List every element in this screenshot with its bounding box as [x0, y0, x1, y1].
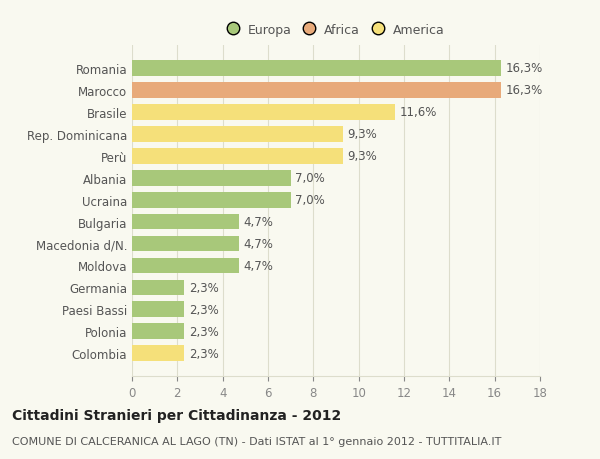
- Bar: [132, 324, 184, 340]
- Bar: [132, 61, 502, 77]
- Text: 16,3%: 16,3%: [506, 84, 543, 97]
- Bar: [132, 346, 184, 361]
- Bar: [132, 302, 184, 318]
- Legend: Europa, Africa, America: Europa, Africa, America: [223, 19, 449, 42]
- Bar: [132, 236, 239, 252]
- Text: 9,3%: 9,3%: [347, 150, 377, 163]
- Bar: [132, 105, 395, 120]
- Bar: [132, 170, 290, 186]
- Text: 11,6%: 11,6%: [400, 106, 437, 119]
- Text: 2,3%: 2,3%: [188, 303, 218, 316]
- Text: 9,3%: 9,3%: [347, 128, 377, 141]
- Bar: [132, 149, 343, 164]
- Text: 2,3%: 2,3%: [188, 281, 218, 294]
- Text: 2,3%: 2,3%: [188, 325, 218, 338]
- Text: 7,0%: 7,0%: [295, 172, 325, 185]
- Bar: [132, 83, 502, 99]
- Text: 4,7%: 4,7%: [243, 259, 273, 272]
- Bar: [132, 192, 290, 208]
- Text: 7,0%: 7,0%: [295, 194, 325, 207]
- Text: 16,3%: 16,3%: [506, 62, 543, 75]
- Text: 4,7%: 4,7%: [243, 216, 273, 229]
- Text: 2,3%: 2,3%: [188, 347, 218, 360]
- Text: 4,7%: 4,7%: [243, 237, 273, 251]
- Bar: [132, 214, 239, 230]
- Text: COMUNE DI CALCERANICA AL LAGO (TN) - Dati ISTAT al 1° gennaio 2012 - TUTTITALIA.: COMUNE DI CALCERANICA AL LAGO (TN) - Dat…: [12, 436, 502, 446]
- Bar: [132, 127, 343, 142]
- Text: Cittadini Stranieri per Cittadinanza - 2012: Cittadini Stranieri per Cittadinanza - 2…: [12, 409, 341, 422]
- Bar: [132, 280, 184, 296]
- Bar: [132, 258, 239, 274]
